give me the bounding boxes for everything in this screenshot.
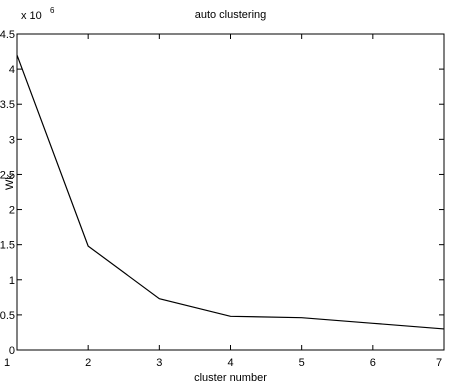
x-axis-ticks: 1 2 3 4 5 6 7	[4, 34, 445, 369]
y-tick-label: 0	[9, 345, 15, 357]
x-axis-title: cluster number	[194, 372, 267, 384]
y-tick-label: 3.5	[0, 99, 15, 111]
y-axis-multiplier: x 10	[21, 10, 42, 22]
y-axis-multiplier-exponent: 6	[50, 6, 55, 15]
series-layer	[16, 54, 445, 330]
x-tick-label: 5	[299, 357, 305, 369]
x-tick-label: 6	[370, 357, 376, 369]
series-line	[16, 54, 445, 330]
x-tick-label: 2	[85, 357, 91, 369]
y-tick-label: 4	[9, 64, 15, 76]
y-tick-label: 4.5	[0, 29, 15, 41]
y-tick-label: 0.5	[0, 310, 15, 322]
y-axis-title: Wk	[4, 174, 16, 190]
x-tick-label: 4	[227, 357, 233, 369]
y-tick-label: 2.5	[0, 169, 15, 181]
y-axis-ticks: 0 0.5 1 1.5 2 2.5 3 3.5 4 4.5	[0, 29, 444, 357]
y-tick-label: 3	[9, 134, 15, 146]
plot-area	[16, 33, 445, 351]
x-tick-label: 3	[156, 357, 162, 369]
x-tick-label: 1	[4, 357, 10, 369]
y-tick-label: 2	[9, 205, 15, 217]
y-tick-label: 1.5	[0, 240, 15, 252]
chart-title: auto clustering	[195, 9, 267, 21]
y-tick-label: 1	[9, 275, 15, 287]
x-tick-label: 7	[436, 357, 442, 369]
